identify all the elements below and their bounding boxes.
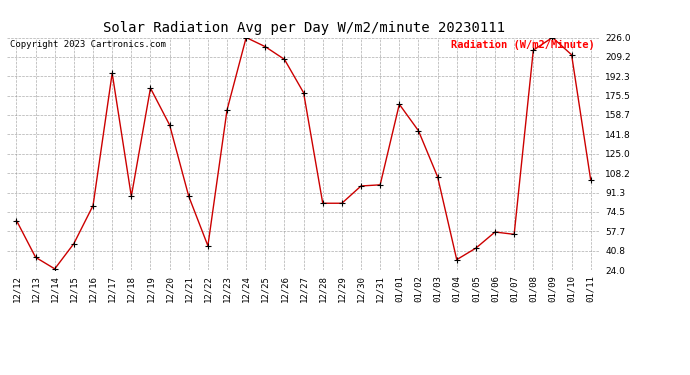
Text: Copyright 2023 Cartronics.com: Copyright 2023 Cartronics.com: [10, 40, 166, 49]
Text: Radiation (W/m2/Minute): Radiation (W/m2/Minute): [451, 40, 594, 50]
Title: Solar Radiation Avg per Day W/m2/minute 20230111: Solar Radiation Avg per Day W/m2/minute …: [103, 21, 504, 35]
